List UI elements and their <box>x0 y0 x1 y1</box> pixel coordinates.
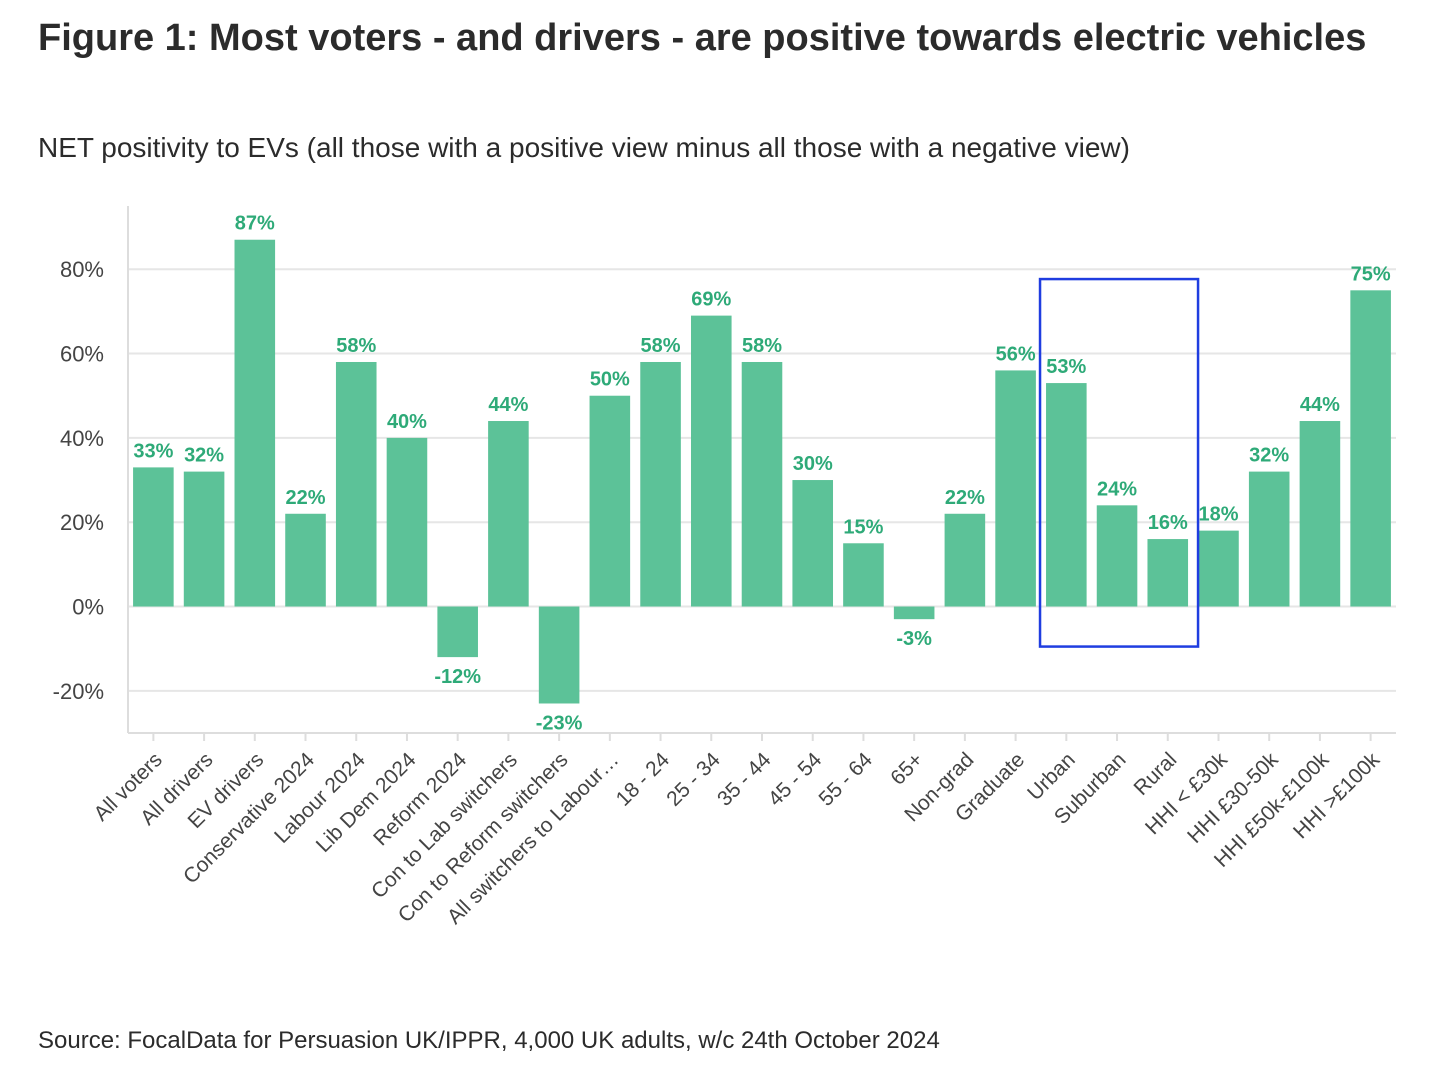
bar <box>183 471 225 607</box>
bar <box>690 315 732 607</box>
data-label: 15% <box>843 516 883 538</box>
data-label: 75% <box>1351 263 1391 285</box>
data-label: 16% <box>1148 512 1188 534</box>
y-tick-label: 40% <box>60 426 104 451</box>
bar <box>488 421 529 607</box>
bar <box>133 467 174 607</box>
highlight-layer <box>1038 277 1200 648</box>
bars <box>133 239 1391 704</box>
x-tick-label: 25 - 34 <box>662 748 725 811</box>
data-label: 32% <box>1249 445 1289 467</box>
bar <box>640 361 681 607</box>
data-label: -23% <box>536 712 583 734</box>
bar <box>1096 505 1138 607</box>
y-tick-label: 20% <box>60 510 104 535</box>
x-tick-label: 55 - 64 <box>814 748 877 811</box>
chart-subtitle: NET positivity to EVs (all those with a … <box>38 132 1130 163</box>
data-label: 32% <box>184 445 224 467</box>
bar <box>792 480 834 607</box>
bar <box>234 239 276 607</box>
x-tick-label: 45 - 54 <box>764 748 827 811</box>
data-label: 22% <box>945 487 985 509</box>
highlight-box <box>1038 277 1200 648</box>
bar <box>538 606 580 704</box>
bar <box>386 437 428 607</box>
bar <box>335 361 377 607</box>
bar <box>1046 383 1087 607</box>
bar <box>995 370 1036 607</box>
data-label: 58% <box>641 335 681 357</box>
bar <box>589 395 631 607</box>
y-tick-label: 60% <box>60 342 104 367</box>
data-label: 58% <box>336 335 376 357</box>
x-tick-label: 35 - 44 <box>713 748 776 811</box>
bar <box>437 606 478 658</box>
bar <box>893 606 935 620</box>
y-tick-label: -20% <box>53 679 104 704</box>
x-tick-label: 18 - 24 <box>612 748 675 811</box>
data-label: 18% <box>1198 504 1238 526</box>
data-label: 69% <box>691 289 731 311</box>
data-label: 44% <box>488 394 528 416</box>
data-label: -3% <box>896 628 932 650</box>
bar <box>944 513 986 607</box>
y-axis-ticks: -20% 0% 20% 40% 60% 80% <box>53 257 104 704</box>
data-labels: 33% 32% 87% 22% 58% 40% -12% 44% -23% 50% 58% 69% 58… <box>133 213 1391 735</box>
data-label: 58% <box>742 335 782 357</box>
data-label: 87% <box>235 213 275 235</box>
data-label: 40% <box>387 411 427 433</box>
data-label: 53% <box>1046 356 1086 378</box>
y-tick-label: 0% <box>72 595 104 620</box>
y-tick-label: 80% <box>60 257 104 282</box>
data-label: 24% <box>1097 478 1137 500</box>
data-label: 30% <box>793 453 833 475</box>
x-tick-label: 65+ <box>886 748 927 789</box>
bar <box>1248 471 1290 607</box>
chart-title: Figure 1: Most voters - and drivers - ar… <box>38 17 1367 59</box>
bar-chart: 33% 32% 87% 22% 58% 40% -12% 44% -23% 50% 58% 69% 58… <box>53 206 1396 929</box>
bar <box>741 361 783 607</box>
bar <box>1350 290 1391 607</box>
data-label: 22% <box>286 487 326 509</box>
data-label: 56% <box>996 343 1036 365</box>
bar <box>1299 421 1341 607</box>
data-label: -12% <box>434 666 481 688</box>
bar <box>843 543 884 607</box>
data-label: 33% <box>133 440 173 462</box>
bar <box>1147 539 1189 607</box>
chart-source: Source: FocalData for Persuasion UK/IPPR… <box>38 1027 940 1054</box>
bar <box>1198 530 1239 607</box>
axes <box>127 206 1396 741</box>
data-label: 44% <box>1300 394 1340 416</box>
bar <box>285 513 326 607</box>
data-label: 50% <box>590 369 630 391</box>
